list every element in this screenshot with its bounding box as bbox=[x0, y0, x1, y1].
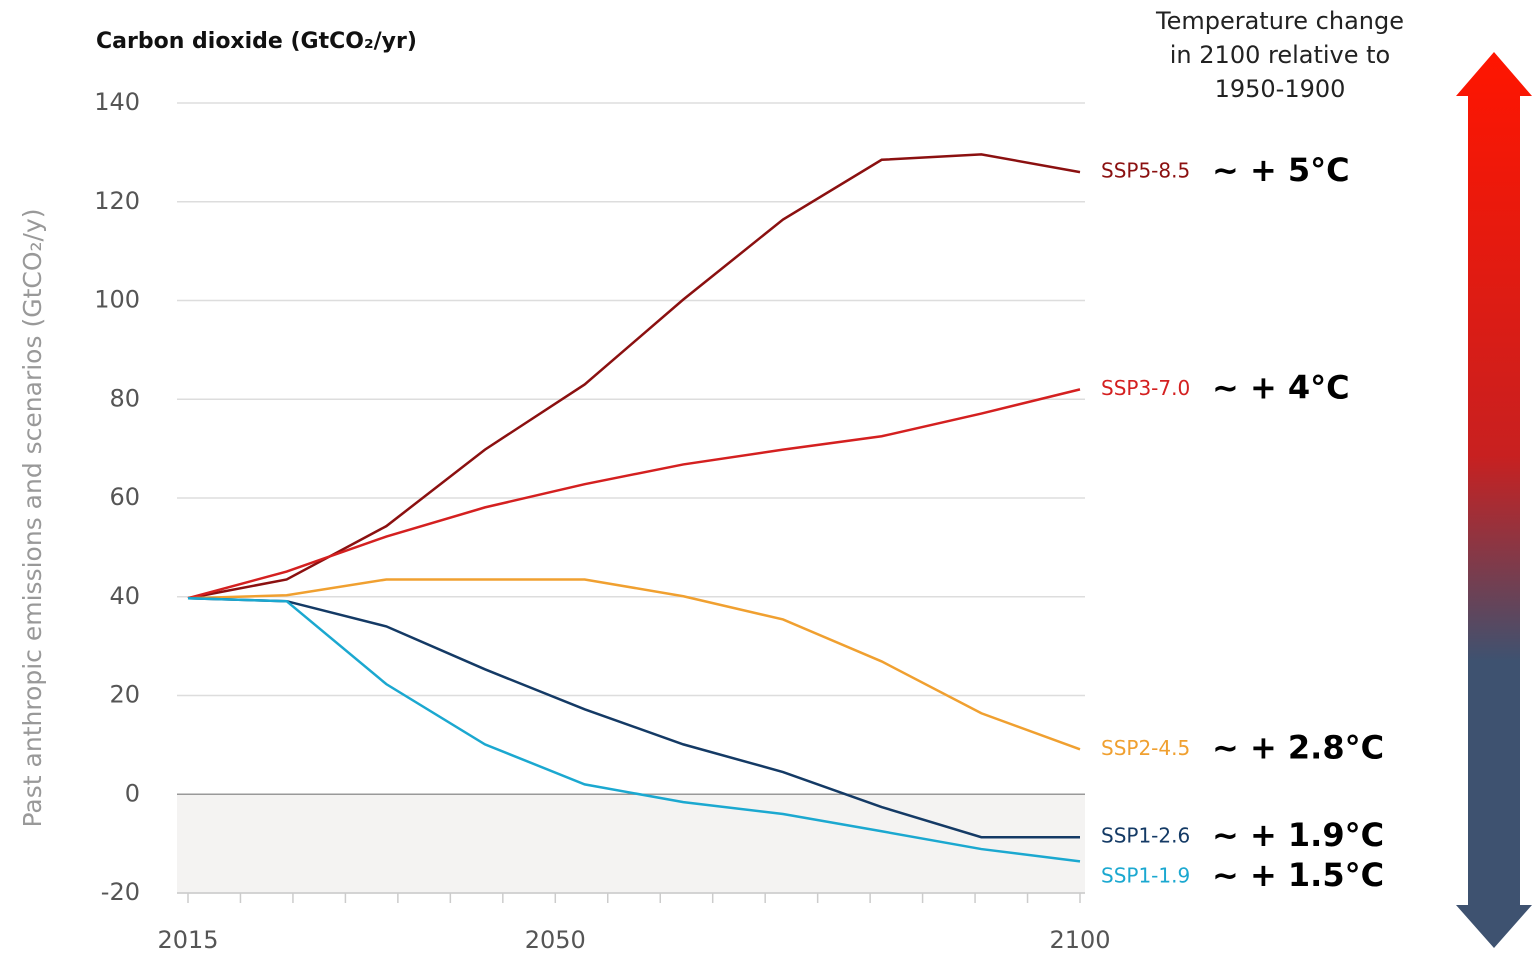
legend-title: Temperature change bbox=[1155, 7, 1404, 35]
x-tick-label: 2100 bbox=[1049, 926, 1110, 954]
temperature-label: ~ + 2.8°C bbox=[1212, 728, 1384, 766]
y-tick-label: 80 bbox=[109, 384, 140, 412]
temperature-label: ~ + 1.5°C bbox=[1212, 856, 1384, 894]
temperature-label: ~ + 1.9°C bbox=[1212, 816, 1384, 854]
temperature-label: ~ + 5°C bbox=[1212, 151, 1350, 189]
x-tick-label: 2015 bbox=[157, 926, 218, 954]
series-label: SSP5-8.5 bbox=[1101, 159, 1190, 183]
series-label: SSP3-7.0 bbox=[1101, 376, 1190, 400]
x-tick-label: 2050 bbox=[525, 926, 586, 954]
legend-title: 1950-1900 bbox=[1215, 75, 1346, 103]
series-label: SSP1-1.9 bbox=[1101, 864, 1190, 888]
y-axis-label: Past anthropic emissions and scenarios (… bbox=[18, 208, 47, 827]
temperature-arrow bbox=[1456, 52, 1532, 948]
y-tick-label: 20 bbox=[109, 681, 140, 709]
y-tick-label: 60 bbox=[109, 483, 140, 511]
temperature-label: ~ + 4°C bbox=[1212, 368, 1350, 406]
y-tick-label: 40 bbox=[109, 582, 140, 610]
y-tick-label: 140 bbox=[94, 88, 140, 116]
chart-title: Carbon dioxide (GtCO₂/yr) bbox=[96, 29, 417, 54]
negative-region bbox=[177, 794, 1085, 893]
series-label: SSP2-4.5 bbox=[1101, 736, 1190, 760]
series-line bbox=[187, 596, 1080, 839]
series-line bbox=[187, 596, 1081, 863]
y-tick-label: 100 bbox=[94, 286, 140, 314]
y-tick-label: 0 bbox=[125, 779, 140, 807]
series-line bbox=[187, 388, 1081, 600]
legend-title: in 2100 relative to bbox=[1170, 41, 1390, 69]
y-tick-label: -20 bbox=[101, 878, 140, 906]
y-tick-label: 120 bbox=[94, 187, 140, 215]
series-line bbox=[187, 153, 1081, 600]
series-line bbox=[187, 578, 1081, 751]
series-label: SSP1-2.6 bbox=[1101, 824, 1190, 848]
